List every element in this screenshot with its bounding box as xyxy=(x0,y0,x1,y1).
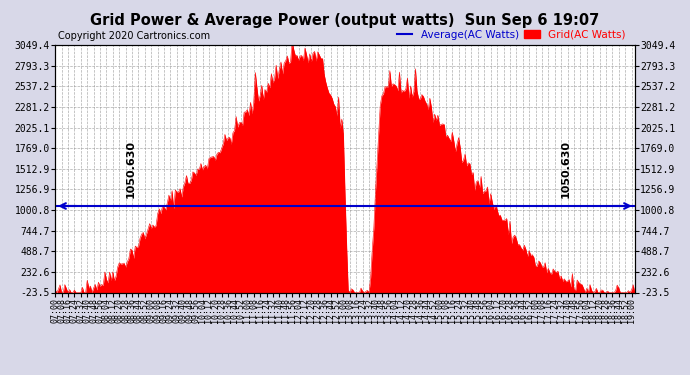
Text: Grid Power & Average Power (output watts)  Sun Sep 6 19:07: Grid Power & Average Power (output watts… xyxy=(90,13,600,28)
Text: 1050.630: 1050.630 xyxy=(126,140,135,198)
Legend: Average(AC Watts), Grid(AC Watts): Average(AC Watts), Grid(AC Watts) xyxy=(393,26,629,44)
Text: 1050.630: 1050.630 xyxy=(560,140,570,198)
Text: Copyright 2020 Cartronics.com: Copyright 2020 Cartronics.com xyxy=(58,32,210,41)
